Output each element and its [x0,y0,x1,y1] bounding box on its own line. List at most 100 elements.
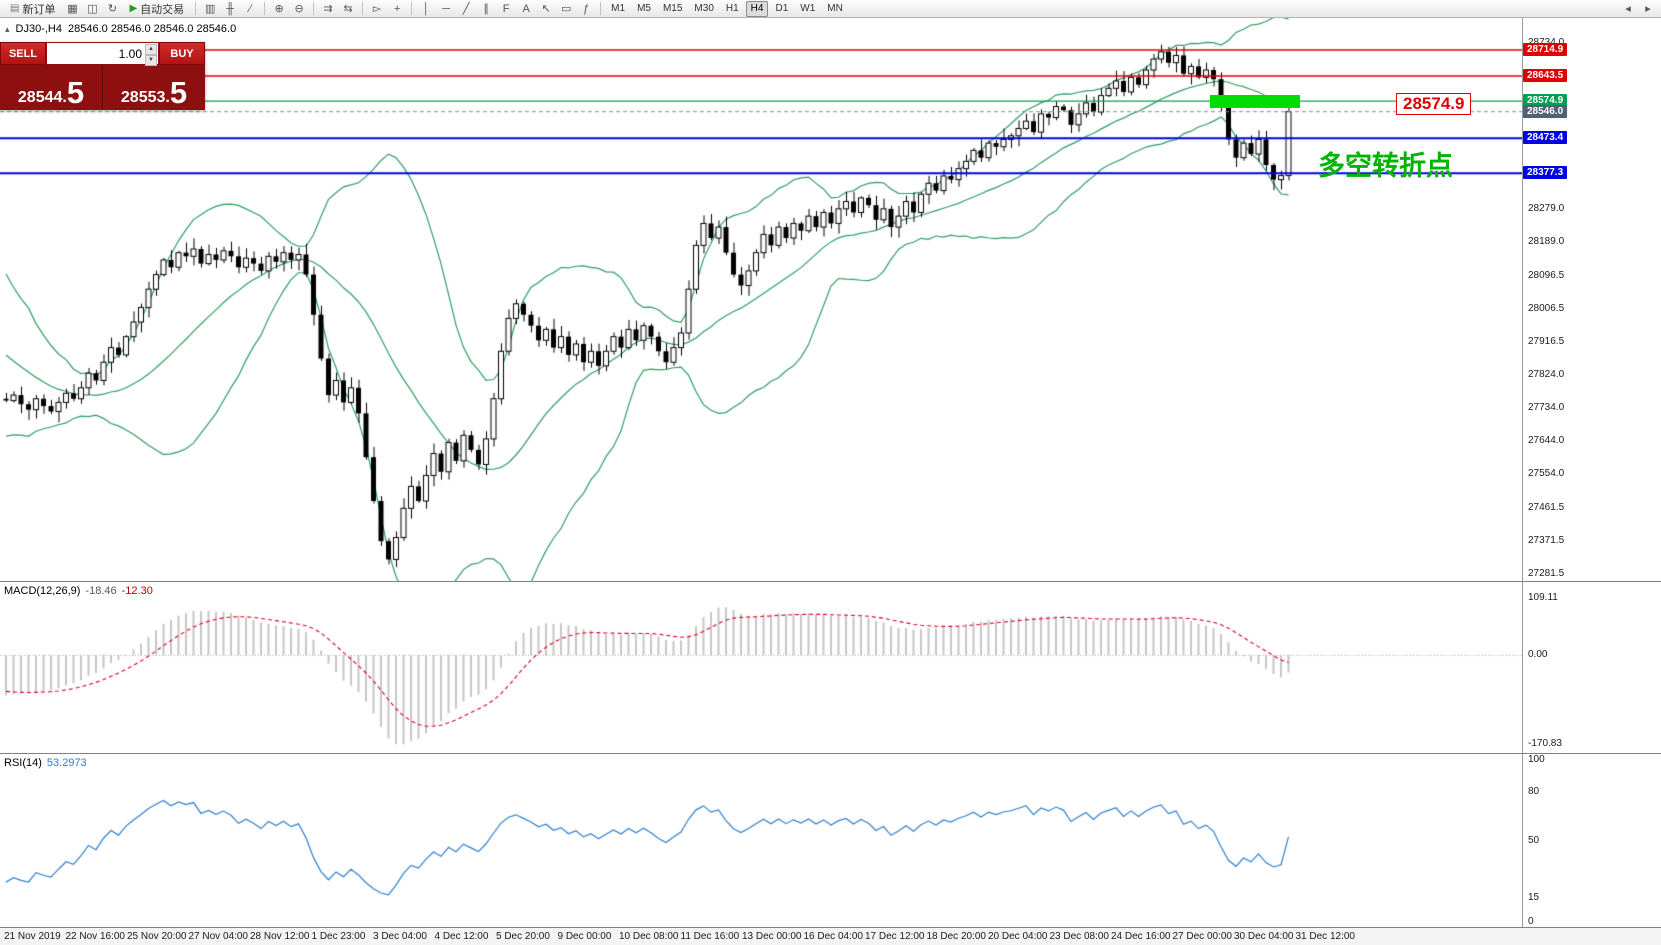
macd-label: MACD(12,26,9) -18.46 -12.30 [4,585,153,597]
cursor-icon[interactable]: ▻ [372,3,382,15]
toolbar-separator [264,2,266,15]
trendline-icon[interactable]: ╱ [462,3,470,15]
rsi-axis: 100 80 50 15 0 [1522,754,1661,927]
zoom-out-icon[interactable]: ⊖ [294,3,304,15]
price-divider [102,65,103,110]
timeframe-mn[interactable]: MN [827,2,843,14]
autotrading-button-label: 自动交易 [140,3,185,16]
rsi-axis-value: 80 [1528,786,1540,798]
toolbar-separator [411,2,413,15]
toolbar-separator [195,2,197,15]
indicators-icon[interactable]: ƒ [583,2,590,15]
auto-scroll-icon[interactable]: ⇉ [323,3,333,15]
price-tick: 27824.0 [1528,369,1565,381]
price-tick: 27644.0 [1528,435,1565,447]
volume-increase-icon[interactable]: ▲ [145,44,157,55]
timeframe-w1[interactable]: W1 [800,2,816,14]
highlight-rectangle[interactable] [1210,94,1300,108]
line-chart-mode-icon[interactable]: ∕ [249,2,252,15]
time-label: 3 Dec 04:00 [373,931,427,942]
timeframe-h1[interactable]: H1 [725,2,739,14]
toolbar: ▤ 新订单 ▦ ◫ ↻ ▶ 自动交易 ▥ ╫ ∕ ⊕ ⊖ ⇉ ⇆ ▻ + │ ─ ╱ ∥ F A ↖ ▭ ƒ M1 M5 M15 M30… [0,0,1661,18]
time-label: 27 Dec 00:00 [1172,931,1233,942]
new-order-button-label: 新订单 [22,3,56,16]
main-chart-canvas[interactable] [0,18,1522,581]
current-price-label: 28546.0 [1523,104,1568,118]
time-label: 11 Dec 16:00 [680,931,740,942]
main-chart-panel: ▴ DJ30-,H4 28546.0 28546.0 28546.0 28546… [0,18,1661,582]
price-callout[interactable]: 28574.9 [1396,93,1472,115]
timeframe-d1[interactable]: D1 [775,2,789,14]
macd-axis: 109.11 0.00 -170.83 [1522,582,1661,753]
rsi-axis-value: 50 [1528,835,1540,846]
timeframe-m1[interactable]: M1 [611,2,626,14]
fibonacci-retracement-icon[interactable]: F [502,2,510,15]
profiles-icon[interactable]: ◫ [87,3,98,15]
rsi-value: 53.2973 [46,757,87,769]
volume-input[interactable] [47,46,158,61]
equidistant-channel-icon[interactable]: ∥ [483,3,489,15]
autotrading-button[interactable]: ▶ 自动交易 [123,0,190,18]
price-tick: 27554.0 [1528,467,1565,479]
time-label: 30 Dec 04:00 [1234,931,1294,942]
chart-shift-icon[interactable]: ⇆ [343,3,353,15]
rsi-canvas[interactable] [0,754,1522,927]
price-tick: 28006.5 [1528,302,1565,314]
new-order-button[interactable]: ▤ 新订单 [4,0,61,18]
timeframe-m5[interactable]: M5 [637,2,651,14]
buy-price-big-digit: 5 [169,74,188,110]
time-label: 10 Dec 08:00 [619,931,679,942]
candlestick-mode-icon[interactable]: ╫ [226,2,235,15]
macd-axis-value: 0.00 [1528,649,1548,660]
time-label: 21 Nov 2019 [4,931,61,942]
chart-title: ▴ DJ30-,H4 28546.0 28546.0 28546.0 28546… [5,23,236,35]
time-label: 17 Dec 12:00 [865,931,925,942]
timeframe-m30[interactable]: M30 [694,2,714,14]
time-label: 25 Nov 20:00 [127,931,187,942]
price-tick: 28189.0 [1528,236,1565,248]
macd-axis-value: -170.83 [1528,737,1562,749]
sell-button[interactable]: SELL [0,42,46,65]
sell-price-big-digit: 5 [66,74,85,110]
shapes-icon[interactable]: ▭ [560,3,572,15]
autotrading-button-icon: ▶ [129,3,138,14]
timeframe-m15[interactable]: M15 [662,2,683,14]
new-chart-icon[interactable]: ▦ [67,3,78,15]
toolbar-scroll-right-icon[interactable]: ▸ [1645,3,1651,15]
price-tick: 27371.5 [1528,534,1565,546]
volume-decrease-icon[interactable]: ▼ [145,55,157,66]
price-axis: 28734.0 28279.0 28189.0 28096.5 28006.5 27916… [1522,18,1661,581]
price-tick: 27916.5 [1528,335,1565,347]
hline-price-label: 28714.9 [1523,42,1568,56]
one-click-panel-toggle-icon[interactable]: ▴ [5,23,10,34]
hline-price-label: 28574.9 [1523,94,1568,108]
hline-price-label: 28643.5 [1523,69,1568,83]
buy-button[interactable]: BUY [159,42,205,65]
zoom-in-icon[interactable]: ⊕ [274,3,284,15]
chart-ohlc-values: 28546.0 28546.0 28546.0 28546.0 [68,23,237,35]
macd-name: MACD(12,26,9) [4,585,81,597]
text-label-icon[interactable]: A [522,2,530,15]
turning-point-annotation[interactable]: 多空转折点 [1318,151,1453,181]
vertical-line-icon[interactable]: │ [422,2,430,15]
bar-chart-mode-icon[interactable]: ▥ [204,3,216,15]
toolbar-scroll-left-icon[interactable]: ◂ [1625,3,1631,15]
refresh-icon[interactable]: ↻ [107,3,118,15]
horizontal-line-icon[interactable]: ─ [442,2,451,15]
rsi-axis-value: 100 [1528,754,1545,765]
macd-canvas[interactable] [0,582,1522,753]
crosshair-icon[interactable]: + [393,2,401,15]
hline-price-label: 28473.4 [1523,131,1568,145]
time-label: 13 Dec 00:00 [742,931,802,942]
timeframe-h4[interactable]: H4 [745,0,769,17]
time-label: 5 Dec 20:00 [496,931,550,942]
price-tick: 27734.0 [1528,402,1565,414]
sell-price[interactable]: 28544. 5 [0,65,102,110]
time-label: 23 Dec 08:00 [1049,931,1110,942]
macd-signal-value: -12.30 [121,585,153,597]
arrow-object-icon[interactable]: ↖ [541,3,551,15]
toolbar-separator [600,2,602,15]
time-axis: 21 Nov 2019 22 Nov 16:00 25 Nov 20:00 27 No… [0,928,1661,945]
chart-symbol-period: DJ30-,H4 [15,23,62,35]
buy-price[interactable]: 28553. 5 [103,65,205,110]
